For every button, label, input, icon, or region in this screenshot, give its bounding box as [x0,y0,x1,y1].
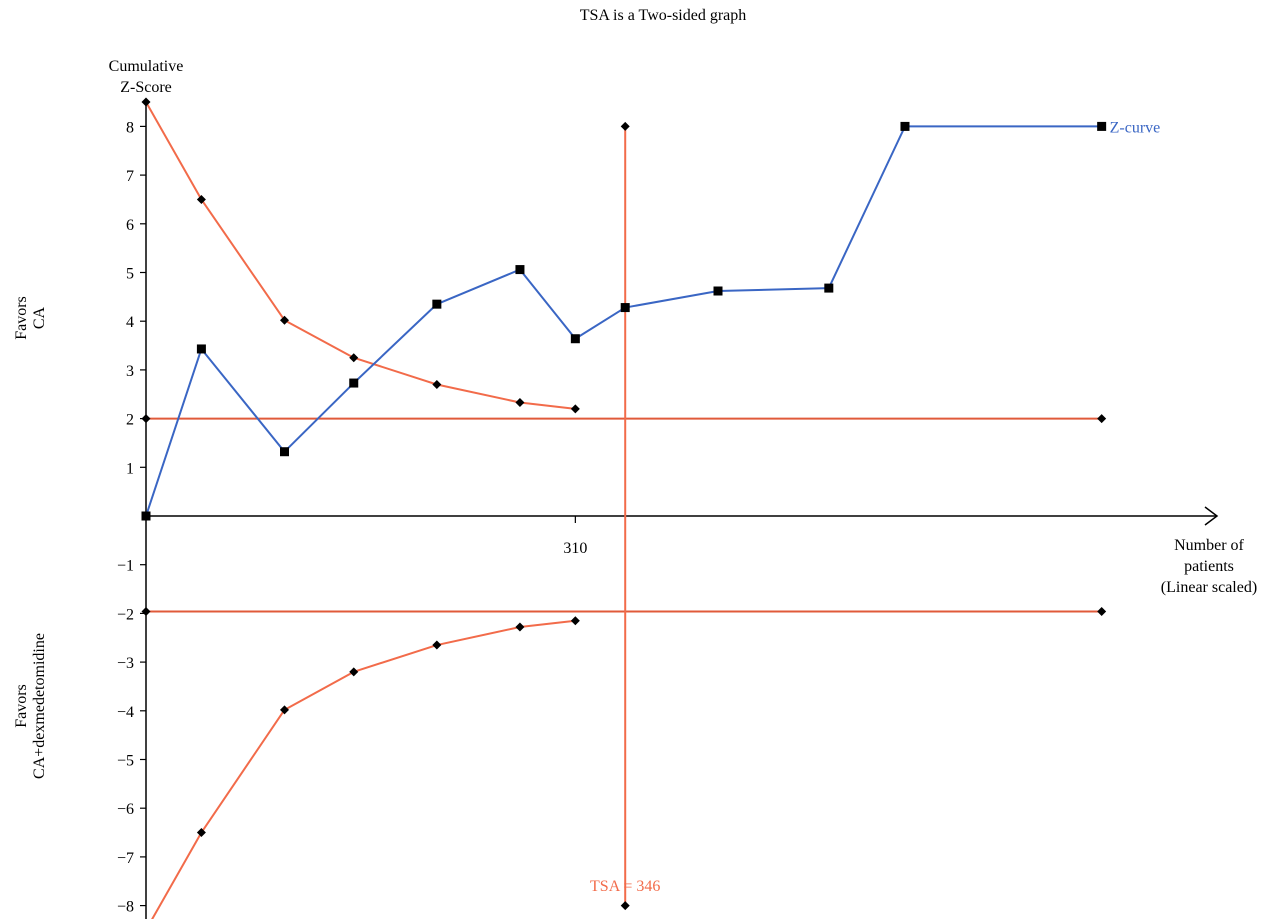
z-curve-point [196,344,206,354]
tsa-annotation: TSA = 346 [590,878,660,895]
y-tick-label: −5 [117,753,134,770]
axes [140,98,1219,919]
x-axis-title-line1: Number of [1174,537,1244,554]
z-curve-line [145,125,1102,517]
series-layer [145,101,1102,919]
y-axis-title-line2: Z-Score [120,79,172,96]
z-curve-point [515,265,525,275]
chart-title: TSA is a Two-sided graph [580,7,747,24]
y-tick-label: 4 [126,314,134,331]
labels-layer: −8 −7 −6 −5 −4 −3 −2 −1 1 2 3 4 5 6 7 8 310 Z-curve TSA = … [117,119,1160,915]
z-curve-point [280,447,289,457]
boundary-point [620,901,630,911]
boundary-point [432,640,442,650]
boundary-point [515,398,525,408]
boundary-point [196,194,206,204]
y-tick-label: 7 [126,168,134,185]
boundary-point [432,380,442,390]
boundary-point [349,353,359,363]
boundary-point [1097,606,1107,616]
z-curve-point [432,299,442,309]
y-tick-label: 8 [126,119,134,136]
x-tick-label: 310 [563,540,587,557]
x-axis-arrow [1204,506,1219,526]
y-tick-label: −8 [117,899,134,916]
z-curve-point [141,511,151,521]
x-axis-title-line3: (Linear scaled) [1161,579,1257,596]
y-tick-label: 6 [126,217,134,234]
favors-top-label: Favors CA [13,296,48,340]
boundary-point [1097,414,1107,424]
y-tick-label: 3 [126,363,134,380]
y-tick-label: 2 [126,412,134,429]
y-tick-label: 1 [126,460,134,477]
boundary-point [141,97,151,107]
y-tick-label: −1 [117,558,134,575]
boundary-point [141,414,151,424]
boundary-point [515,622,525,632]
favors-top-line1: Favors [13,296,30,340]
y-tick-label: −7 [117,850,134,867]
z-curve-point [620,303,630,313]
boundary-point [141,606,151,616]
z-curve-label: Z-curve [1110,119,1161,136]
z-curve-point [824,283,834,293]
boundary-point [280,705,289,715]
boundary-point [349,667,359,677]
markers-layer [141,97,1107,911]
z-curve-point [349,378,359,388]
favors-top-line2: CA [31,306,48,329]
z-curve-point [1097,121,1107,131]
boundary-point [570,616,580,626]
favors-bottom-line2: CA+dexmedetomidine [31,633,48,779]
boundary-point [196,828,206,838]
boundary-point [280,315,289,325]
z-curve-point [570,334,580,344]
y-tick-label: −3 [117,655,134,672]
lower-boundary-line [151,619,576,919]
boundary-point [570,404,580,414]
boundary-point [620,121,630,131]
favors-bottom-label: Favors CA+dexmedetomidine [13,633,48,779]
favors-bottom-line1: Favors [13,684,30,728]
y-tick-label: 5 [126,266,134,283]
x-axis-title-line2: patients [1184,558,1234,575]
y-tick-label: −2 [117,606,134,623]
z-curve-point [900,121,910,131]
y-tick-label: −6 [117,801,134,818]
z-curve-point [713,286,723,296]
upper-boundary-line [145,101,576,410]
y-tick-label: −4 [117,704,134,721]
y-axis-title-line1: Cumulative [109,58,184,75]
